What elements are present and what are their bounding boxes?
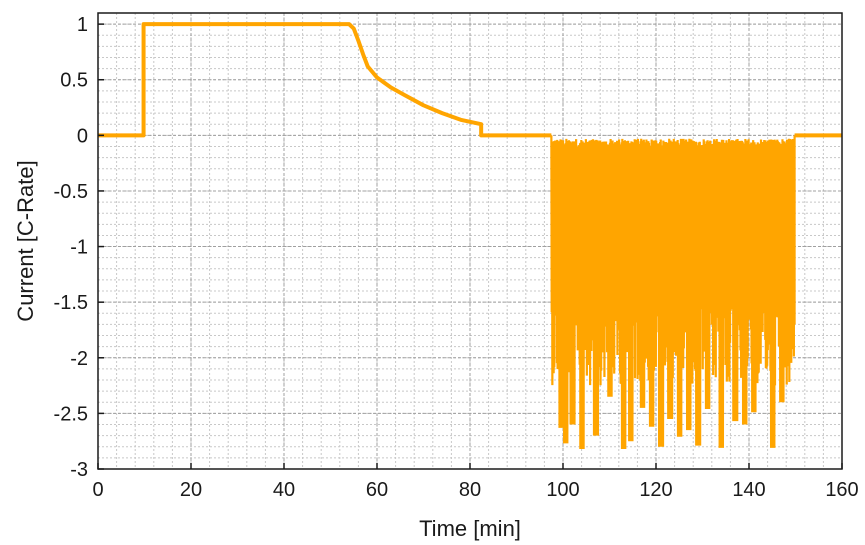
series-layer <box>98 22 842 449</box>
y-tick-label: -2 <box>70 348 88 370</box>
ticks: 0 20 40 60 80 100 120 140 160 1 0.5 0 -0.5 -1 -1.5 -2 -2… <box>54 14 859 501</box>
y-tick-label: -3 <box>70 459 88 481</box>
y-tick-label: 0 <box>77 125 88 147</box>
x-tick-label: 40 <box>273 479 295 501</box>
series-line-main <box>98 22 552 138</box>
x-tick-label: 20 <box>180 479 202 501</box>
x-tick-label: 0 <box>92 479 103 501</box>
x-axis-label: Time [min] <box>419 516 521 541</box>
x-tick-label: 60 <box>366 479 388 501</box>
x-tick-label: 120 <box>639 479 672 501</box>
x-tick-label: 140 <box>732 479 765 501</box>
x-tick-label: 100 <box>546 479 579 501</box>
y-tick-label: -0.5 <box>54 181 88 203</box>
y-tick-label: 1 <box>77 14 88 36</box>
x-tick-label: 160 <box>825 479 858 501</box>
y-axis-label: Current [C-Rate] <box>13 160 38 321</box>
y-tick-label: -1.5 <box>54 292 88 314</box>
series-oscillation <box>550 135 796 449</box>
y-tick-label: -2.5 <box>54 403 88 425</box>
y-tick-label: -1 <box>70 237 88 259</box>
x-tick-label: 80 <box>459 479 481 501</box>
y-tick-label: 0.5 <box>60 70 88 92</box>
